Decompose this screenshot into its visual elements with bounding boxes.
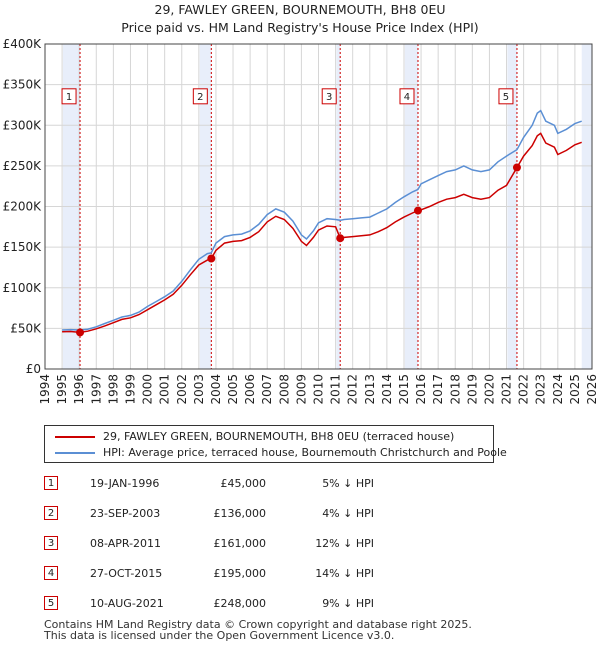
transaction-hpi-diff: 9% ↓ HPI: [322, 597, 374, 610]
x-tick-label: 2011: [329, 374, 343, 405]
x-tick-label: 2021: [500, 374, 514, 405]
sale-point: [413, 206, 422, 215]
y-tick-label: £150K: [3, 240, 43, 254]
x-tick-label: 1994: [38, 374, 52, 405]
x-tick-label: 2024: [551, 374, 565, 405]
sale-label: 5: [503, 92, 509, 103]
transaction-hpi-diff: 4% ↓ HPI: [322, 507, 374, 520]
x-tick-label: 2001: [158, 374, 172, 405]
sale-label: 4: [404, 92, 410, 103]
chart-legend: 29, FAWLEY GREEN, BOURNEMOUTH, BH8 0EU (…: [44, 425, 507, 463]
transaction-row: 3 08-APR-2011 £161,000 12% ↓ HPI: [44, 534, 444, 554]
sale-point: [207, 254, 216, 263]
y-tick-label: £50K: [10, 321, 42, 335]
x-tick-label: 2010: [312, 374, 326, 405]
y-tick-label: £400K: [3, 37, 43, 51]
transaction-hpi-diff: 5% ↓ HPI: [322, 477, 374, 490]
x-tick-label: 2015: [397, 374, 411, 405]
sale-point: [76, 328, 85, 337]
chart-title: 29, FAWLEY GREEN, BOURNEMOUTH, BH8 0EU: [155, 2, 446, 17]
x-tick-label: 1996: [72, 374, 86, 405]
sale-label: 3: [326, 92, 332, 103]
transaction-number: 4: [44, 566, 58, 580]
x-tick-label: 2009: [294, 374, 308, 405]
legend-line-property: [55, 436, 95, 438]
sale-label-box: [399, 88, 415, 105]
transaction-hpi-diff: 12% ↓ HPI: [315, 537, 374, 550]
x-tick-label: 2025: [568, 374, 582, 405]
sale-label-box: [61, 88, 77, 105]
chart-subtitle: Price paid vs. HM Land Registry's House …: [121, 20, 478, 35]
hpi-series-line: [62, 109, 582, 331]
x-tick-label: 2019: [465, 374, 479, 405]
transaction-date: 27-OCT-2015: [90, 567, 163, 580]
transaction-number: 2: [44, 506, 58, 520]
x-tick-label: 2006: [243, 374, 257, 405]
transaction-number: 3: [44, 536, 58, 550]
x-tick-label: 2020: [482, 374, 496, 405]
transaction-row: 4 27-OCT-2015 £195,000 14% ↓ HPI: [44, 564, 444, 584]
x-tick-label: 2012: [346, 374, 360, 405]
x-tick-label: 2007: [260, 374, 274, 405]
x-tick-label: 1998: [106, 374, 120, 405]
x-tick-label: 2005: [226, 374, 240, 405]
transaction-price: £45,000: [220, 477, 267, 490]
transaction-row: 5 10-AUG-2021 £248,000 9% ↓ HPI: [44, 594, 444, 614]
y-tick-label: £200K: [3, 200, 43, 214]
transaction-price: £161,000: [213, 537, 267, 550]
sale-label-box: [498, 88, 514, 105]
footer-copyright: Contains HM Land Registry data © Crown c…: [44, 618, 472, 631]
y-tick-label: £300K: [3, 118, 43, 132]
transaction-hpi-diff: 14% ↓ HPI: [315, 567, 374, 580]
x-tick-label: 1995: [55, 374, 69, 405]
x-tick-label: 2014: [380, 374, 394, 405]
x-tick-label: 2018: [448, 374, 462, 405]
sale-point: [336, 234, 345, 243]
sale-point: [512, 163, 521, 172]
property-series-line: [62, 132, 582, 334]
x-tick-label: 1997: [89, 374, 103, 405]
x-tick-label: 2022: [517, 374, 531, 405]
sale-label: 1: [66, 92, 72, 103]
y-tick-label: £350K: [3, 78, 43, 92]
footer-licence: This data is licensed under the Open Gov…: [44, 629, 395, 642]
x-tick-label: 2023: [534, 374, 548, 405]
x-tick-label: 2013: [363, 374, 377, 405]
plot-border: [44, 43, 593, 370]
y-tick-label: £100K: [3, 281, 43, 295]
transaction-number: 5: [44, 596, 58, 610]
x-tick-label: 1999: [123, 374, 137, 405]
transaction-row: 2 23-SEP-2003 £136,000 4% ↓ HPI: [44, 504, 444, 524]
y-tick-label: £250K: [3, 159, 43, 173]
transaction-price: £136,000: [213, 507, 267, 520]
x-tick-label: 2008: [277, 374, 291, 405]
transaction-date: 19-JAN-1996: [90, 477, 160, 490]
x-tick-label: 2016: [414, 374, 428, 405]
price-chart: 29, FAWLEY GREEN, BOURNEMOUTH, BH8 0EU P…: [3, 2, 599, 405]
x-tick-label: 2003: [192, 374, 206, 405]
transaction-date: 10-AUG-2021: [90, 597, 164, 610]
legend-label-property: 29, FAWLEY GREEN, BOURNEMOUTH, BH8 0EU (…: [103, 430, 455, 443]
transaction-row: 1 19-JAN-1996 £45,000 5% ↓ HPI: [44, 474, 444, 494]
legend-line-hpi: [55, 452, 95, 454]
x-tick-label: 2026: [585, 374, 599, 405]
transaction-date: 23-SEP-2003: [90, 507, 161, 520]
transaction-price: £195,000: [213, 567, 267, 580]
footer: Contains HM Land Registry data © Crown c…: [44, 619, 472, 641]
y-tick-label: £0: [26, 362, 41, 376]
sale-label-box: [321, 88, 337, 105]
sale-label-box: [192, 88, 208, 105]
transaction-date: 08-APR-2011: [90, 537, 162, 550]
legend-label-hpi: HPI: Average price, terraced house, Bour…: [103, 446, 507, 459]
x-tick-label: 2002: [175, 374, 189, 405]
transaction-price: £248,000: [213, 597, 267, 610]
x-tick-label: 2017: [431, 374, 445, 405]
x-tick-label: 2000: [141, 374, 155, 405]
sale-label: 2: [197, 92, 203, 103]
x-tick-label: 2004: [209, 374, 223, 405]
transaction-number: 1: [44, 476, 58, 490]
